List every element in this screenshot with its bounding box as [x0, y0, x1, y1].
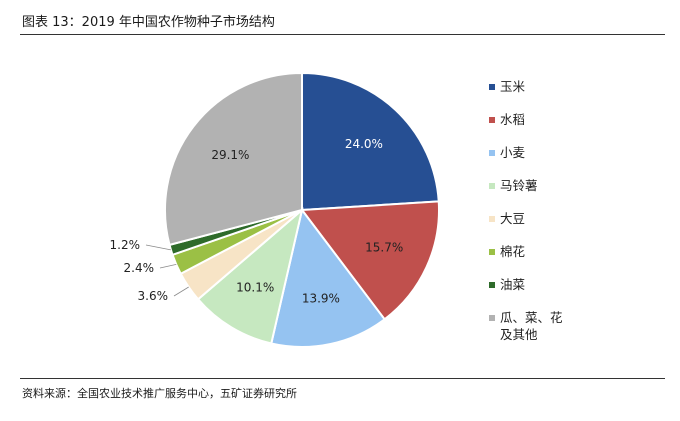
- slice-value-label-6: 1.2%: [110, 238, 141, 252]
- legend-swatch: [489, 282, 495, 288]
- legend-swatch: [489, 117, 495, 123]
- leader-line-6: [145, 244, 171, 251]
- legend-label: 大豆: [500, 211, 526, 226]
- pie-slice-7: [164, 71, 303, 247]
- legend-swatch: [489, 216, 495, 222]
- leader-line-4: [173, 286, 189, 297]
- source-rule: [20, 378, 665, 379]
- slice-value-label-1: 15.7%: [365, 241, 403, 255]
- pie-slice-3: [196, 207, 304, 345]
- slice-value-label-0: 24.0%: [345, 137, 383, 151]
- figure-title: 图表 13：2019 年中国农作物种子市场结构: [22, 15, 275, 30]
- legend-swatch: [489, 249, 495, 255]
- source-note: 资料来源：全国农业技术推广服务中心，五矿证券研究所: [22, 387, 297, 400]
- legend-label: 小麦: [500, 145, 526, 160]
- pie-slice-1: [300, 200, 440, 321]
- slice-value-label-5: 2.4%: [124, 261, 155, 275]
- legend-label: 玉米: [500, 79, 526, 94]
- leader-line-5: [159, 264, 177, 269]
- legend-label: 油菜: [500, 277, 526, 292]
- legend-swatch: [489, 150, 495, 156]
- pie-slice-0: [301, 71, 440, 212]
- pie-slice-2: [270, 207, 387, 348]
- legend-swatch: [489, 183, 495, 189]
- legend-label: 棉花: [500, 244, 526, 259]
- slice-value-label-2: 13.9%: [302, 291, 340, 305]
- slice-value-label-4: 3.6%: [138, 289, 169, 303]
- legend-label: 马铃薯: [500, 178, 538, 193]
- legend-swatch: [489, 315, 495, 321]
- legend-label: 水稻: [500, 112, 526, 127]
- legend-label: 瓜、菜、花 及其他: [500, 310, 563, 342]
- slice-value-label-7: 29.1%: [211, 148, 249, 162]
- slice-value-label-3: 10.1%: [236, 280, 274, 294]
- legend-swatch: [489, 84, 495, 90]
- pie-slices: [164, 71, 440, 348]
- data-labels: 24.0% 15.7% 13.9% 10.1% 3.6% 2.4% 1.2% 29.1%: [110, 137, 404, 305]
- leader-lines: [145, 244, 189, 297]
- title-rule: [20, 34, 665, 35]
